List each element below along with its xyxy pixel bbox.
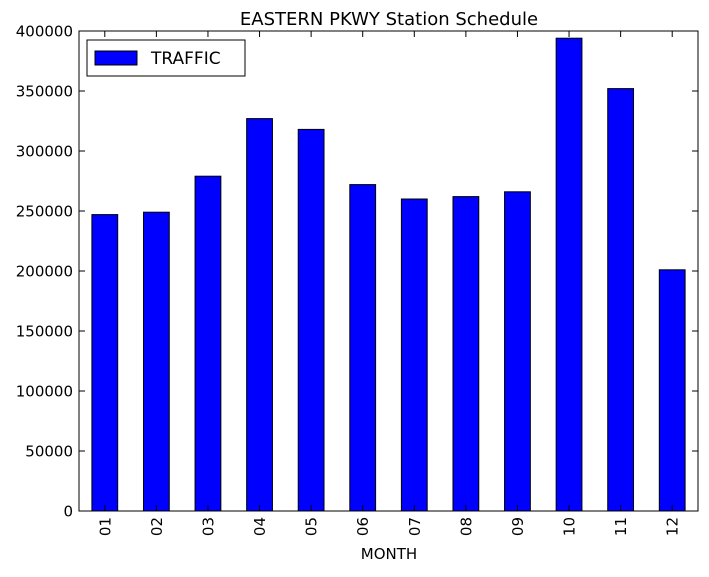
bar-12 bbox=[658, 269, 686, 512]
x-tick-label: 02 bbox=[148, 517, 166, 536]
legend: TRAFFIC bbox=[86, 39, 246, 77]
legend-swatch bbox=[94, 50, 138, 66]
x-tick-label: 09 bbox=[509, 517, 527, 536]
bar-11 bbox=[607, 88, 635, 512]
x-tick-label: 01 bbox=[96, 517, 114, 536]
bar-05 bbox=[297, 128, 325, 512]
legend-label: TRAFFIC bbox=[150, 49, 221, 69]
x-tick-label: 07 bbox=[406, 517, 424, 536]
x-tick-label: 12 bbox=[664, 517, 682, 536]
y-tick-label: 150000 bbox=[16, 323, 73, 341]
chart-title: EASTERN PKWY Station Schedule bbox=[240, 9, 538, 30]
x-tick-label: 11 bbox=[612, 517, 630, 536]
x-tick-label: 03 bbox=[199, 517, 217, 536]
y-tick-label: 0 bbox=[63, 503, 73, 521]
y-tick-label: 100000 bbox=[16, 383, 73, 401]
y-tick-label: 350000 bbox=[16, 83, 73, 101]
x-tick-label: 05 bbox=[303, 517, 321, 536]
bar-04 bbox=[246, 118, 273, 512]
bar-03 bbox=[194, 175, 222, 512]
x-tick-label: 10 bbox=[561, 517, 579, 536]
x-axis-label: MONTH bbox=[361, 545, 417, 563]
x-tick-label: 06 bbox=[354, 517, 372, 536]
bar-09 bbox=[504, 191, 531, 512]
y-tick-label: 400000 bbox=[16, 23, 73, 41]
y-axis: 0 50000 100000 150000 200000 250000 300000 3500… bbox=[16, 23, 698, 521]
plot-frame bbox=[78, 30, 699, 512]
x-tick-label: 04 bbox=[251, 517, 269, 536]
y-tick-label: 300000 bbox=[16, 143, 73, 161]
bar-10 bbox=[555, 37, 583, 512]
y-tick-label: 200000 bbox=[16, 263, 73, 281]
bar-01 bbox=[91, 214, 119, 512]
x-axis: 01 02 03 04 05 06 07 08 09 10 11 12 bbox=[96, 31, 682, 536]
plot-area bbox=[79, 31, 698, 511]
y-tick-label: 50000 bbox=[25, 443, 73, 461]
bar-02 bbox=[142, 211, 170, 512]
bar-06 bbox=[349, 184, 377, 512]
y-tick-label: 250000 bbox=[16, 203, 73, 221]
bars-group bbox=[91, 37, 686, 512]
bar-07 bbox=[400, 198, 428, 512]
x-tick-label: 08 bbox=[457, 517, 475, 536]
bar-08 bbox=[452, 196, 480, 512]
